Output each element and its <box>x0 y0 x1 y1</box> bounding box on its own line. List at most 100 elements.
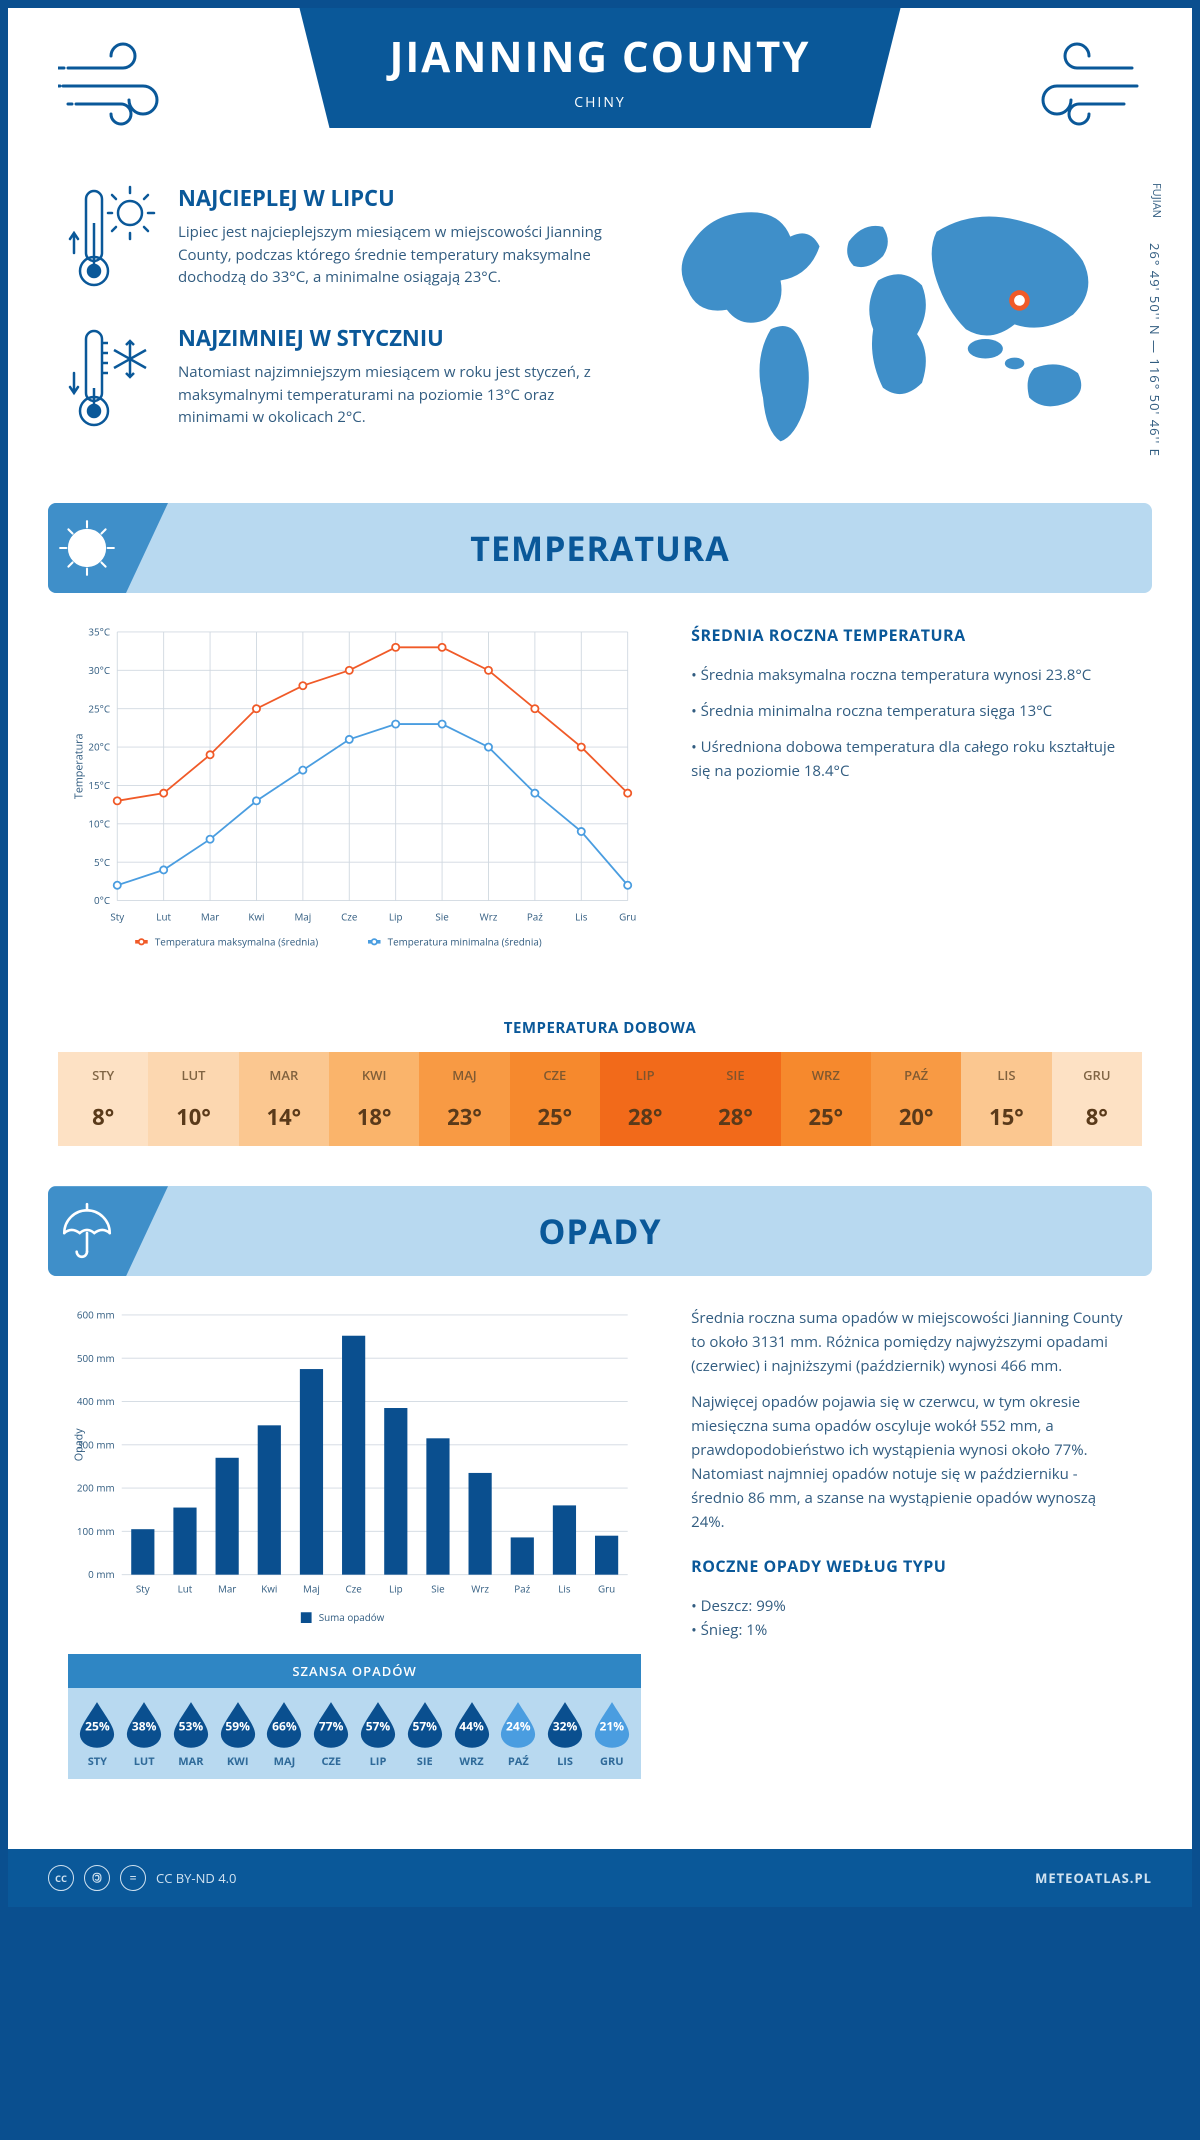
svg-text:Opady: Opady <box>72 1428 86 1461</box>
temp-summary-title: ŚREDNIA ROCZNA TEMPERATURA <box>691 623 1132 649</box>
chance-item: 25% STY <box>74 1700 121 1769</box>
fact-cold-title: NAJZIMNIEJ W STYCZNIU <box>178 323 604 353</box>
footer-brand: METEOATLAS.PL <box>1035 1869 1152 1887</box>
daily-cell: STY8° <box>58 1052 148 1146</box>
svg-text:400 mm: 400 mm <box>77 1394 115 1408</box>
chance-item: 38% LUT <box>121 1700 168 1769</box>
chance-item: 77% CZE <box>308 1700 355 1769</box>
wind-icon-left <box>58 38 188 133</box>
by-icon: 🄯 <box>84 1865 110 1891</box>
footer-license: cc 🄯 = CC BY-ND 4.0 <box>48 1865 236 1891</box>
svg-text:35°C: 35°C <box>88 625 110 639</box>
world-map <box>644 183 1132 461</box>
svg-text:Paź: Paź <box>514 1582 530 1596</box>
chance-item: 66% MAJ <box>261 1700 308 1769</box>
svg-text:Lip: Lip <box>389 909 403 923</box>
temp-bullet-1: • Średnia maksymalna roczna temperatura … <box>691 663 1132 687</box>
svg-text:0°C: 0°C <box>94 893 110 907</box>
precip-type-title: ROCZNE OPADY WEDŁUG TYPU <box>691 1554 1132 1580</box>
chance-item: 24% PAŹ <box>495 1700 542 1769</box>
fact-hot-text: Lipiec jest najcieplejszym miesiącem w m… <box>178 221 604 289</box>
svg-text:100 mm: 100 mm <box>77 1524 115 1538</box>
page-title: JIANNING COUNTY <box>389 28 810 85</box>
chance-item: 59% KWI <box>214 1700 261 1769</box>
svg-text:Lis: Lis <box>558 1582 571 1596</box>
precip-section-title: OPADY <box>538 1208 661 1254</box>
svg-text:600 mm: 600 mm <box>77 1308 115 1322</box>
thermometer-cold-icon <box>68 323 158 433</box>
svg-text:Sie: Sie <box>435 909 449 923</box>
daily-temp-title: TEMPERATURA DOBOWA <box>8 1018 1192 1038</box>
svg-text:Temperatura maksymalna (średni: Temperatura maksymalna (średnia) <box>155 934 318 948</box>
svg-text:Lis: Lis <box>575 909 588 923</box>
svg-text:Mar: Mar <box>201 909 219 923</box>
daily-cell: CZE25° <box>510 1052 600 1146</box>
chance-item: 32% LIS <box>542 1700 589 1769</box>
daily-cell: LUT10° <box>148 1052 238 1146</box>
svg-text:Gru: Gru <box>619 909 636 923</box>
svg-text:0 mm: 0 mm <box>88 1568 114 1582</box>
intro-facts: NAJCIEPLEJ W LIPCU Lipiec jest najcieple… <box>68 183 604 463</box>
svg-text:20°C: 20°C <box>88 740 110 754</box>
svg-text:15°C: 15°C <box>88 778 110 792</box>
daily-temp-table: STY8° LUT10° MAR14° KWI18° MAJ23° CZE25°… <box>58 1052 1142 1146</box>
daily-cell: MAR14° <box>239 1052 329 1146</box>
precip-p1: Średnia roczna suma opadów w miejscowośc… <box>691 1306 1132 1378</box>
daily-cell: LIP28° <box>600 1052 690 1146</box>
svg-text:Sty: Sty <box>110 909 124 923</box>
svg-text:Kwi: Kwi <box>261 1582 277 1596</box>
thermometer-hot-icon <box>68 183 158 293</box>
chance-row: 25% STY 38% LUT 53% MAR 59% KWI <box>68 1688 641 1779</box>
svg-text:Paź: Paź <box>527 909 543 923</box>
svg-text:200 mm: 200 mm <box>77 1481 115 1495</box>
temperature-summary: ŚREDNIA ROCZNA TEMPERATURA • Średnia mak… <box>691 623 1132 795</box>
fact-hot-title: NAJCIEPLEJ W LIPCU <box>178 183 604 213</box>
svg-text:Temperatura: Temperatura <box>72 733 86 799</box>
fact-cold: NAJZIMNIEJ W STYCZNIU Natomiast najzimni… <box>68 323 604 433</box>
svg-text:5°C: 5°C <box>94 855 110 869</box>
intro-row: NAJCIEPLEJ W LIPCU Lipiec jest najcieple… <box>8 143 1192 493</box>
chance-title: SZANSA OPADÓW <box>68 1654 641 1688</box>
daily-cell: MAJ23° <box>419 1052 509 1146</box>
daily-cell: SIE28° <box>690 1052 780 1146</box>
chance-item: 57% LIP <box>355 1700 402 1769</box>
svg-text:Sie: Sie <box>431 1582 445 1596</box>
svg-text:Cze: Cze <box>341 909 358 923</box>
license-text: CC BY-ND 4.0 <box>156 1869 236 1887</box>
svg-text:Lip: Lip <box>389 1582 403 1596</box>
chance-item: 44% WRZ <box>448 1700 495 1769</box>
svg-text:30°C: 30°C <box>88 663 110 677</box>
map-marker-icon <box>1012 293 1028 309</box>
cc-icon: cc <box>48 1865 74 1891</box>
svg-text:Kwi: Kwi <box>248 909 264 923</box>
daily-cell: WRZ25° <box>781 1052 871 1146</box>
nd-icon: = <box>120 1865 146 1891</box>
svg-text:Mar: Mar <box>218 1582 236 1596</box>
daily-cell: PAŹ20° <box>871 1052 961 1146</box>
svg-text:Cze: Cze <box>345 1582 362 1596</box>
temp-bullet-2: • Średnia minimalna roczna temperatura s… <box>691 699 1132 723</box>
sun-section-icon <box>48 503 168 593</box>
precip-chart: 0 mm100 mm200 mm300 mm400 mm500 mm600 mm… <box>68 1306 641 1778</box>
svg-text:Maj: Maj <box>303 1582 320 1596</box>
svg-text:Lut: Lut <box>156 909 171 923</box>
wind-icon-right <box>1012 38 1142 133</box>
temperature-content: 0°C5°C10°C15°C20°C25°C30°C35°CStyLutMarK… <box>8 623 1192 998</box>
precip-rain: • Deszcz: 99% <box>691 1594 1132 1618</box>
umbrella-section-icon <box>48 1186 168 1276</box>
daily-cell: LIS15° <box>961 1052 1051 1146</box>
svg-text:Sty: Sty <box>136 1582 150 1596</box>
svg-text:10°C: 10°C <box>88 816 110 830</box>
svg-text:Suma opadów: Suma opadów <box>319 1610 385 1624</box>
svg-text:500 mm: 500 mm <box>77 1351 115 1365</box>
chance-panel: SZANSA OPADÓW 25% STY 38% LUT 53% MAR 59… <box>68 1654 641 1779</box>
page: JIANNING COUNTY CHINY <box>8 8 1192 1907</box>
fact-hot: NAJCIEPLEJ W LIPCU Lipiec jest najcieple… <box>68 183 604 293</box>
daily-cell: GRU8° <box>1052 1052 1142 1146</box>
precip-p2: Najwięcej opadów pojawia się w czerwcu, … <box>691 1390 1132 1534</box>
chance-item: 21% GRU <box>588 1700 635 1769</box>
precip-summary: Średnia roczna suma opadów w miejscowośc… <box>691 1306 1132 1642</box>
svg-text:Maj: Maj <box>294 909 311 923</box>
temperature-section-banner: TEMPERATURA <box>48 503 1152 593</box>
header: JIANNING COUNTY CHINY <box>8 8 1192 143</box>
